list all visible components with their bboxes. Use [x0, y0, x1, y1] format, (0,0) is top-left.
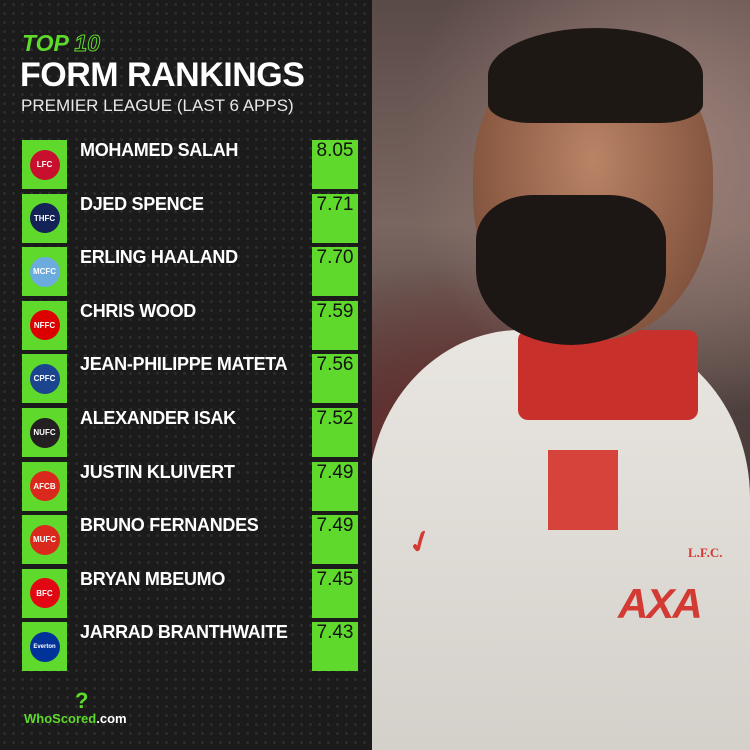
- player-name: ERLING HAALAND: [80, 247, 238, 268]
- brentford-crest-icon: BFC: [29, 578, 60, 609]
- ranking-row: AFCB JUSTIN KLUIVERT 7.49: [22, 461, 358, 511]
- whoscored-question-icon: ?: [75, 688, 89, 713]
- tottenham-crest-icon: THFC: [29, 203, 60, 234]
- logo-domain: .com: [96, 711, 127, 726]
- ranking-row: CPFC JEAN-PHILIPPE MATETA 7.56: [22, 354, 358, 404]
- page-subtitle: PREMIER LEAGUE (LAST 6 APPS): [21, 96, 294, 115]
- jacket-sponsor: AXA: [618, 580, 703, 627]
- player-rating: 7.49: [312, 515, 358, 565]
- player-rating: 7.59: [312, 300, 358, 350]
- club-badge: BFC: [22, 568, 67, 618]
- player-name: MOHAMED SALAH: [80, 140, 239, 160]
- ranking-row: BFC BRYAN MBEUMO 7.45: [22, 568, 358, 618]
- club-badge: MCFC: [22, 247, 67, 297]
- bournemouth-crest-icon: AFCB: [29, 471, 60, 502]
- logo-name: WhoScored: [24, 711, 97, 726]
- top-ten-label: TOP 10: [22, 30, 100, 57]
- ranking-row: NUFC ALEXANDER ISAK 7.52: [22, 408, 358, 457]
- club-badge: NFFC: [22, 300, 67, 350]
- ranking-row: LFC MOHAMED SALAH 8.05: [22, 140, 358, 189]
- player-name: BRUNO FERNANDES: [80, 515, 259, 536]
- club-badge: NUFC: [22, 408, 67, 457]
- player-rating: 7.43: [312, 622, 358, 672]
- player-rating: 7.71: [312, 193, 358, 243]
- club-badge: AFCB: [22, 461, 67, 511]
- player-photo: ✓ L.F.C. AXA: [368, 0, 750, 750]
- top-label: TOP: [22, 30, 69, 56]
- jacket-club-text: L.F.C.: [688, 545, 723, 560]
- club-badge: THFC: [22, 193, 67, 243]
- player-name: BRYAN MBEUMO: [80, 568, 226, 589]
- liverpool-crest-icon: LFC: [29, 149, 60, 180]
- man-city-crest-icon: MCFC: [29, 256, 60, 287]
- newcastle-crest-icon: NUFC: [29, 417, 60, 448]
- player-name: JUSTIN KLUIVERT: [80, 461, 235, 482]
- player-rating: 7.70: [312, 247, 358, 297]
- player-name: JARRAD BRANTHWAITE: [80, 622, 288, 643]
- whoscored-logo: WhoScored.com: [24, 711, 127, 726]
- ten-label: 10: [74, 30, 101, 57]
- player-name: CHRIS WOOD: [80, 300, 196, 321]
- player-rating: 7.45: [312, 568, 358, 618]
- club-badge: MUFC: [22, 515, 67, 565]
- club-badge: CPFC: [22, 354, 67, 404]
- player-rating: 8.05: [312, 140, 358, 189]
- club-badge: Everton: [22, 622, 67, 672]
- player-name: ALEXANDER ISAK: [80, 408, 236, 428]
- everton-crest-icon: Everton: [29, 631, 60, 662]
- ranking-row: MCFC ERLING HAALAND 7.70: [22, 247, 358, 297]
- nottingham-forest-crest-icon: NFFC: [29, 310, 60, 341]
- player-rating: 7.49: [312, 461, 358, 511]
- player-name: JEAN-PHILIPPE MATETA: [80, 354, 288, 375]
- man-united-crest-icon: MUFC: [29, 524, 60, 555]
- ranking-row: THFC DJED SPENCE 7.71: [22, 193, 358, 243]
- player-name: DJED SPENCE: [80, 193, 204, 214]
- crystal-palace-crest-icon: CPFC: [29, 363, 60, 394]
- player-rating: 7.52: [312, 408, 358, 457]
- club-badge: LFC: [22, 140, 67, 189]
- ranking-row: NFFC CHRIS WOOD 7.59: [22, 300, 358, 350]
- ranking-row: MUFC BRUNO FERNANDES 7.49: [22, 515, 358, 565]
- page-title: FORM RANKINGS: [20, 56, 305, 94]
- player-rating: 7.56: [312, 354, 358, 404]
- ranking-row: Everton JARRAD BRANTHWAITE 7.43: [22, 622, 358, 672]
